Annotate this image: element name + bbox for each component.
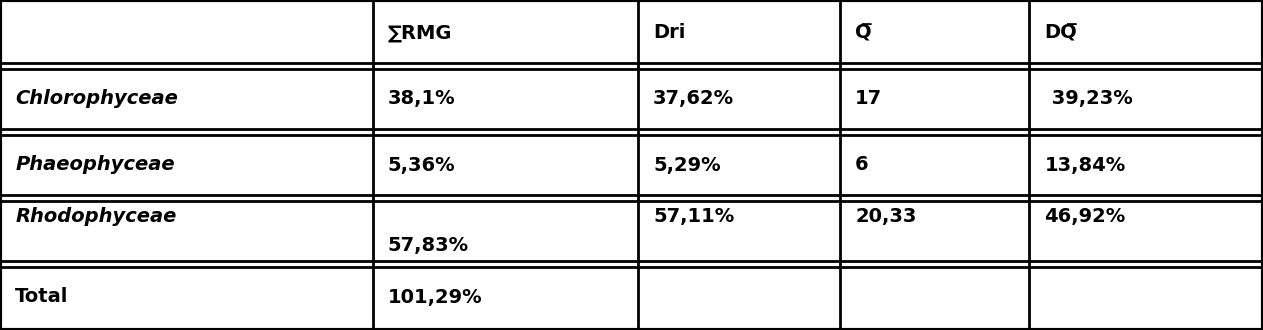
Text: Rhodophyceae: Rhodophyceae (15, 207, 177, 226)
Text: 38,1%: 38,1% (388, 89, 456, 109)
Text: 37,62%: 37,62% (653, 89, 734, 109)
Text: 57,83%: 57,83% (388, 236, 469, 255)
Text: ∑RMG: ∑RMG (388, 23, 452, 43)
Text: 57,11%: 57,11% (653, 207, 734, 226)
Text: 6: 6 (855, 155, 869, 175)
Text: 13,84%: 13,84% (1045, 155, 1125, 175)
Text: DQ̅: DQ̅ (1045, 23, 1077, 43)
Text: 39,23%: 39,23% (1045, 89, 1132, 109)
Text: 20,33: 20,33 (855, 207, 917, 226)
Text: 46,92%: 46,92% (1045, 207, 1125, 226)
Text: Q̅: Q̅ (855, 23, 871, 43)
Text: 17: 17 (855, 89, 882, 109)
Text: 5,36%: 5,36% (388, 155, 456, 175)
Text: 5,29%: 5,29% (653, 155, 721, 175)
Text: 101,29%: 101,29% (388, 287, 482, 307)
Text: Dri: Dri (653, 23, 686, 43)
Text: Total: Total (15, 287, 68, 307)
Text: Chlorophyceae: Chlorophyceae (15, 89, 178, 109)
Text: Phaeophyceae: Phaeophyceae (15, 155, 174, 175)
